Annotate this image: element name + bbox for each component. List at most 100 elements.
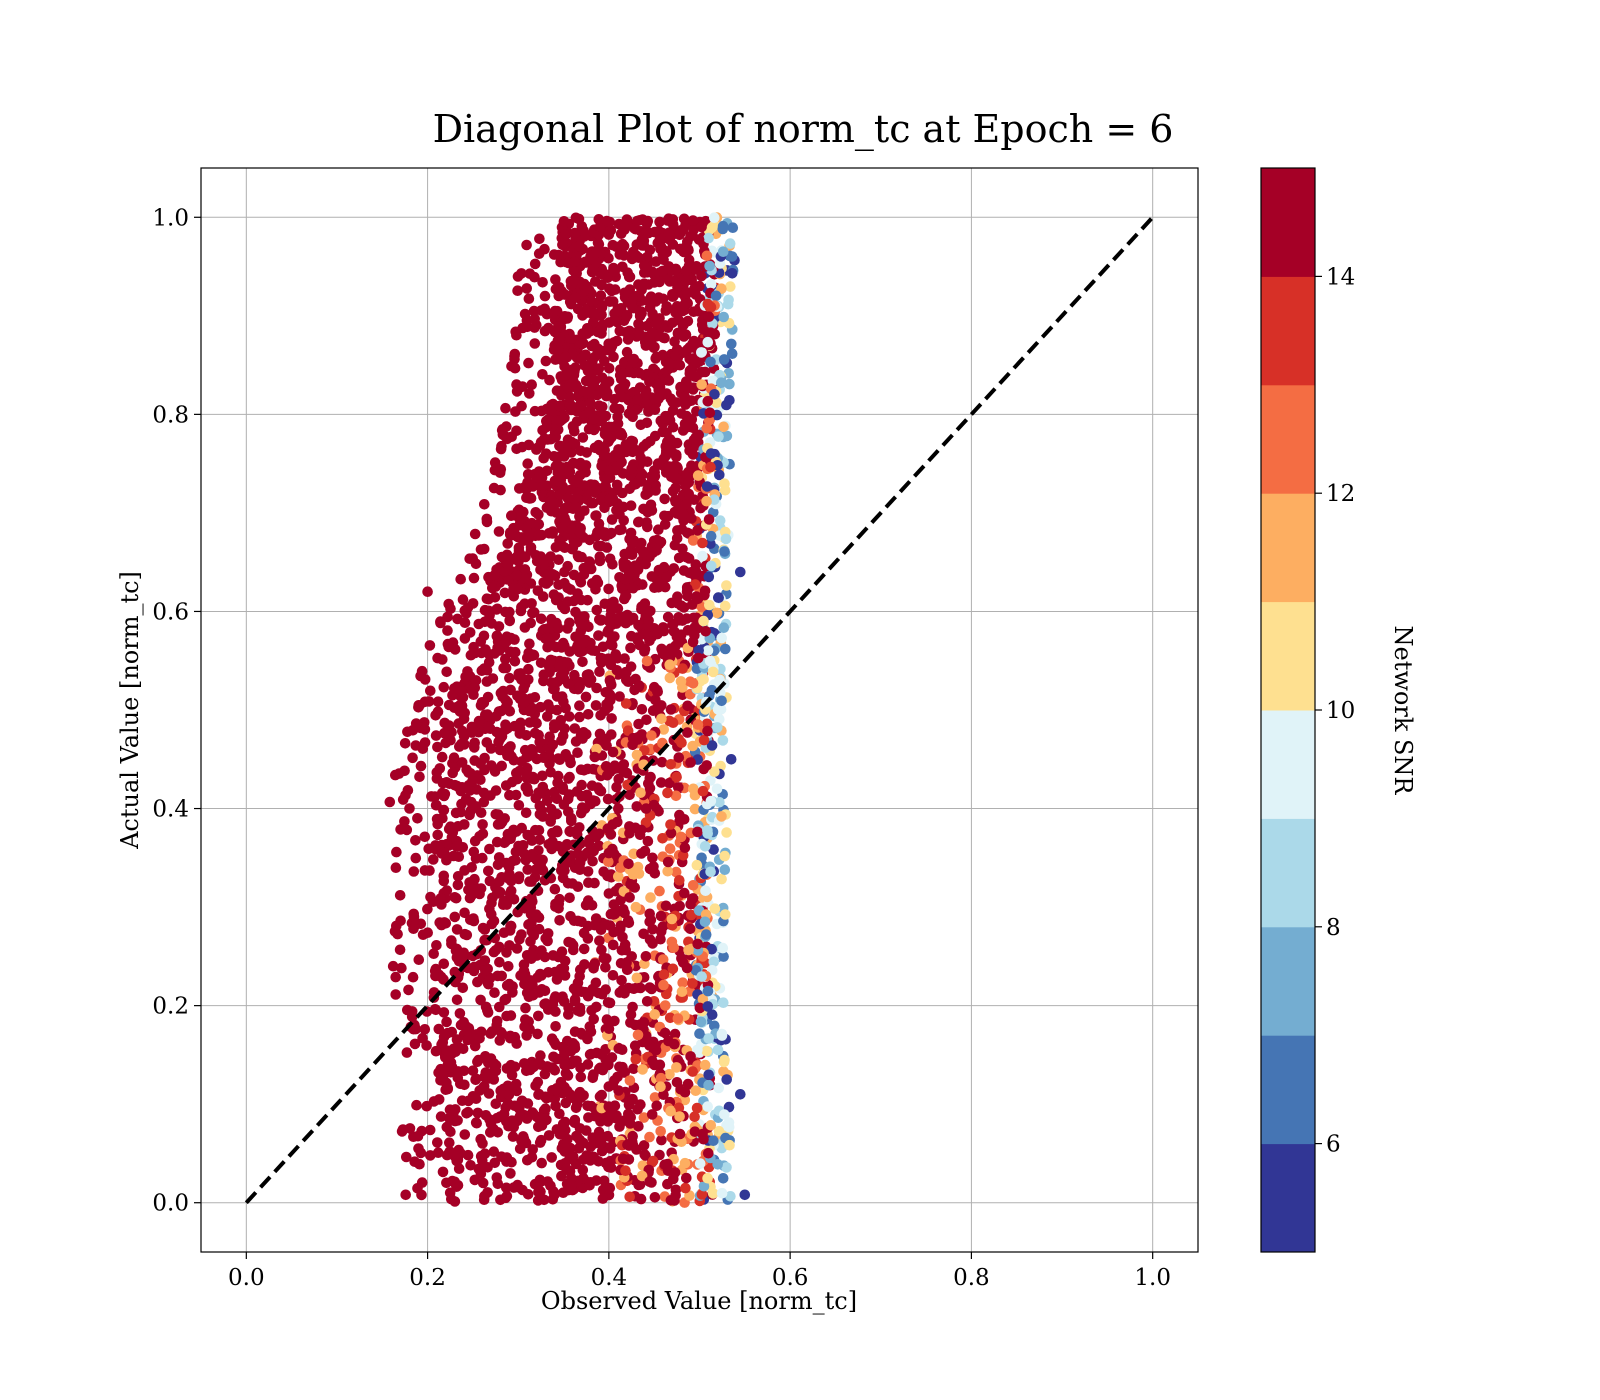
scatter-point: [622, 267, 633, 279]
scatter-point: [625, 879, 636, 890]
scatter-point: [465, 914, 476, 926]
scatter-point: [557, 239, 568, 251]
scatter-point: [688, 342, 699, 353]
scatter-point: [712, 1159, 723, 1170]
scatter-point: [452, 871, 464, 882]
scatter-point: [505, 1010, 517, 1021]
scatter-point: [416, 1189, 427, 1201]
scatter-point: [673, 1102, 685, 1114]
scatter-point: [677, 615, 688, 626]
scatter-point: [564, 646, 575, 657]
scatter-point: [598, 952, 610, 964]
scatter-point: [683, 944, 694, 956]
scatter-point: [522, 458, 533, 470]
scatter-point: [667, 291, 678, 302]
scatter-point: [613, 871, 624, 882]
scatter-point: [495, 818, 507, 830]
scatter-point: [480, 965, 491, 976]
scatter-point: [676, 986, 688, 997]
scatter-point: [409, 1156, 421, 1167]
scatter-point: [719, 850, 730, 862]
scatter-point: [496, 1151, 507, 1162]
scatter-point: [627, 302, 639, 314]
scatter-point: [489, 570, 500, 581]
scatter-point: [571, 1055, 582, 1067]
scatter-point: [570, 1102, 582, 1114]
scatter-point: [567, 1151, 579, 1162]
scatter-point: [686, 414, 698, 425]
scatter-point: [562, 596, 573, 607]
scatter-point: [506, 510, 517, 521]
colorbar-segment: [1261, 384, 1315, 494]
scatter-point: [531, 556, 543, 567]
scatter-point: [482, 1162, 493, 1173]
scatter-point: [589, 308, 600, 319]
scatter-point: [679, 1157, 691, 1169]
scatter-point: [690, 1085, 701, 1096]
scatter-point: [636, 537, 647, 549]
scatter-point: [505, 741, 516, 752]
scatter-point: [705, 1120, 717, 1131]
scatter-point: [400, 1189, 412, 1201]
scatter-point: [735, 1089, 746, 1100]
scatter-point: [631, 1144, 642, 1155]
scatter-point: [542, 633, 553, 644]
scatter-point: [603, 1023, 615, 1034]
scatter-point: [706, 740, 718, 751]
scatter-point: [504, 614, 515, 626]
scatter-point: [596, 302, 608, 313]
scatter-point: [660, 450, 672, 462]
scatter-point: [649, 1059, 660, 1071]
scatter-point: [499, 994, 511, 1006]
scatter-point: [608, 314, 620, 326]
scatter-point: [614, 325, 626, 337]
scatter-point: [467, 1065, 479, 1076]
scatter-point: [578, 943, 590, 955]
scatter-point: [635, 1099, 646, 1110]
scatter-point: [653, 524, 664, 535]
scatter-point: [633, 1121, 644, 1132]
scatter-point: [583, 895, 594, 906]
scatter-point: [676, 737, 687, 748]
scatter-point: [701, 481, 713, 492]
scatter-point: [612, 816, 623, 828]
scatter-point: [604, 465, 615, 477]
scatter-point: [700, 885, 711, 896]
scatter-point: [557, 1041, 568, 1053]
scatter-point: [663, 261, 675, 272]
scatter-point: [660, 900, 672, 912]
scatter-point: [709, 212, 720, 223]
scatter-point: [554, 1129, 566, 1140]
scatter-point: [620, 590, 631, 602]
scatter-point: [484, 843, 495, 855]
scatter-point: [516, 929, 527, 940]
scatter-point: [702, 1101, 713, 1112]
scatter-point: [443, 699, 455, 711]
scatter-point: [618, 250, 630, 261]
scatter-point: [565, 757, 576, 769]
scatter-point: [636, 848, 647, 859]
scatter-point: [697, 550, 708, 562]
scatter-point: [432, 741, 443, 753]
scatter-point: [559, 289, 571, 300]
scatter-point: [627, 739, 638, 751]
scatter-point: [448, 752, 460, 763]
scatter-point: [554, 400, 565, 412]
scatter-point: [580, 460, 592, 471]
scatter-point: [419, 1024, 431, 1035]
scatter-point: [486, 760, 497, 771]
scatter-point: [410, 852, 422, 864]
scatter-point: [647, 852, 658, 864]
scatter-point: [688, 306, 699, 318]
scatter-point: [717, 942, 729, 954]
scatter-point: [682, 1078, 694, 1090]
scatter-point: [480, 605, 492, 616]
scatter-point: [690, 289, 701, 300]
x-tick-label: 1.0: [1134, 1265, 1171, 1291]
scatter-point: [604, 433, 616, 445]
scatter-point: [702, 1172, 713, 1184]
scatter-point: [596, 657, 607, 668]
scatter-point: [538, 669, 550, 680]
scatter-point: [632, 1029, 644, 1041]
